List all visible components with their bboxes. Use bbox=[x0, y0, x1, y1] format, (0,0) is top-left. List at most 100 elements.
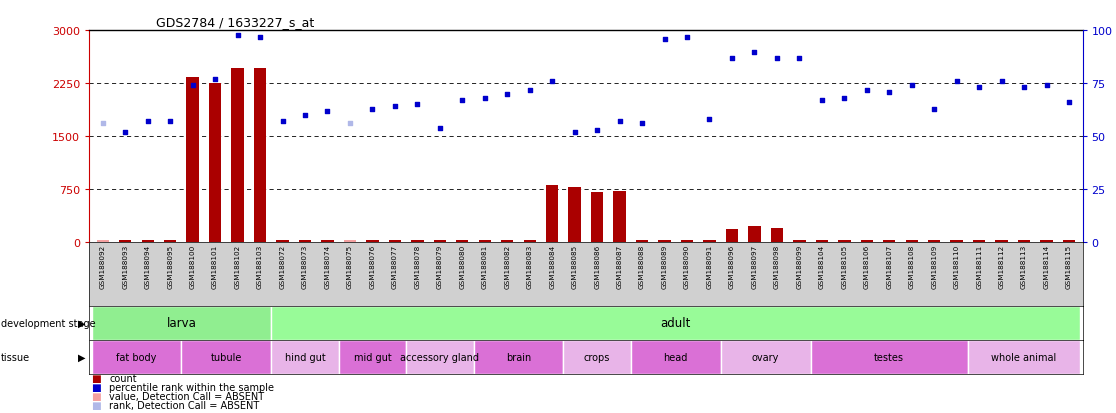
Text: whole animal: whole animal bbox=[991, 352, 1057, 362]
Text: rank, Detection Call = ABSENT: rank, Detection Call = ABSENT bbox=[109, 400, 260, 410]
Bar bbox=[231, 69, 243, 242]
Bar bbox=[479, 240, 491, 242]
Point bbox=[499, 91, 517, 98]
Bar bbox=[186, 78, 199, 242]
Bar bbox=[748, 227, 761, 242]
Bar bbox=[142, 240, 154, 242]
Bar bbox=[883, 240, 895, 242]
Text: GSM188115: GSM188115 bbox=[1066, 244, 1072, 288]
Point bbox=[543, 78, 561, 85]
Bar bbox=[339, 340, 406, 374]
Text: crops: crops bbox=[584, 352, 610, 362]
Text: GSM188074: GSM188074 bbox=[325, 244, 330, 288]
Text: GSM188088: GSM188088 bbox=[639, 244, 645, 288]
Point bbox=[881, 89, 898, 96]
Text: GSM188091: GSM188091 bbox=[706, 244, 712, 288]
Point bbox=[1016, 85, 1033, 92]
Point bbox=[206, 76, 224, 83]
Point bbox=[790, 55, 808, 62]
Text: mid gut: mid gut bbox=[354, 352, 392, 362]
Bar bbox=[929, 240, 941, 242]
Point bbox=[453, 97, 471, 104]
Bar bbox=[816, 240, 828, 242]
Text: ■: ■ bbox=[92, 382, 102, 392]
Point bbox=[431, 125, 449, 132]
Text: GSM188090: GSM188090 bbox=[684, 244, 690, 288]
Text: adult: adult bbox=[661, 316, 691, 330]
Bar bbox=[92, 340, 182, 374]
Text: GSM188095: GSM188095 bbox=[167, 244, 173, 288]
Text: tubule: tubule bbox=[211, 352, 242, 362]
Text: GSM188102: GSM188102 bbox=[234, 244, 241, 288]
Bar bbox=[703, 240, 715, 242]
Bar bbox=[411, 240, 424, 242]
Point bbox=[364, 106, 382, 113]
Text: GSM188101: GSM188101 bbox=[212, 244, 218, 288]
Text: GSM188098: GSM188098 bbox=[773, 244, 780, 288]
Text: fat body: fat body bbox=[116, 352, 156, 362]
Text: GSM188080: GSM188080 bbox=[460, 244, 465, 288]
Text: GSM188108: GSM188108 bbox=[908, 244, 915, 288]
Bar bbox=[564, 340, 631, 374]
Text: GSM188109: GSM188109 bbox=[931, 244, 937, 288]
Bar bbox=[119, 240, 132, 242]
Text: value, Detection Call = ABSENT: value, Detection Call = ABSENT bbox=[109, 391, 264, 401]
Point bbox=[858, 87, 876, 94]
Bar bbox=[299, 240, 311, 242]
Text: GSM188076: GSM188076 bbox=[369, 244, 375, 288]
Bar bbox=[321, 240, 334, 242]
Point bbox=[296, 112, 314, 119]
Text: ▶: ▶ bbox=[78, 318, 85, 328]
Point bbox=[1038, 83, 1056, 90]
Text: head: head bbox=[664, 352, 687, 362]
Bar bbox=[366, 240, 378, 242]
Point bbox=[94, 121, 112, 127]
Bar bbox=[614, 192, 626, 242]
Text: GSM188083: GSM188083 bbox=[527, 244, 532, 288]
Bar bbox=[1040, 240, 1052, 242]
Bar bbox=[973, 240, 985, 242]
Bar bbox=[771, 228, 783, 242]
Point bbox=[679, 34, 696, 41]
Text: GSM188079: GSM188079 bbox=[436, 244, 443, 288]
Text: GSM188100: GSM188100 bbox=[190, 244, 195, 288]
Text: GSM188072: GSM188072 bbox=[279, 244, 286, 288]
Text: hind gut: hind gut bbox=[285, 352, 326, 362]
Text: GSM188103: GSM188103 bbox=[257, 244, 263, 288]
Bar bbox=[92, 306, 271, 340]
Point bbox=[836, 95, 854, 102]
Text: GSM188073: GSM188073 bbox=[302, 244, 308, 288]
Text: GSM188106: GSM188106 bbox=[864, 244, 869, 288]
Text: accessory gland: accessory gland bbox=[401, 352, 480, 362]
Text: GSM188089: GSM188089 bbox=[662, 244, 667, 288]
Bar bbox=[388, 240, 401, 242]
Text: ■: ■ bbox=[92, 400, 102, 410]
Point bbox=[161, 119, 179, 125]
Text: GSM188099: GSM188099 bbox=[797, 244, 802, 288]
Text: brain: brain bbox=[506, 352, 531, 362]
Text: GSM188114: GSM188114 bbox=[1043, 244, 1049, 288]
Text: GSM188093: GSM188093 bbox=[123, 244, 128, 288]
Point bbox=[251, 34, 269, 41]
Point bbox=[588, 127, 606, 134]
Point bbox=[610, 119, 628, 125]
Text: count: count bbox=[109, 373, 137, 383]
Point bbox=[812, 97, 830, 104]
Bar bbox=[501, 240, 513, 242]
Point bbox=[1060, 100, 1078, 106]
Bar bbox=[721, 340, 810, 374]
Text: GSM188113: GSM188113 bbox=[1021, 244, 1027, 288]
Bar bbox=[995, 240, 1008, 242]
Bar bbox=[182, 340, 271, 374]
Point bbox=[116, 129, 134, 136]
Point bbox=[341, 121, 359, 127]
Point bbox=[993, 78, 1011, 85]
Text: GSM188085: GSM188085 bbox=[571, 244, 578, 288]
Point bbox=[970, 85, 988, 92]
Point bbox=[138, 119, 156, 125]
Bar bbox=[523, 240, 536, 242]
Bar bbox=[793, 240, 806, 242]
Text: GSM188075: GSM188075 bbox=[347, 244, 353, 288]
Bar bbox=[905, 240, 918, 242]
Bar bbox=[860, 240, 873, 242]
